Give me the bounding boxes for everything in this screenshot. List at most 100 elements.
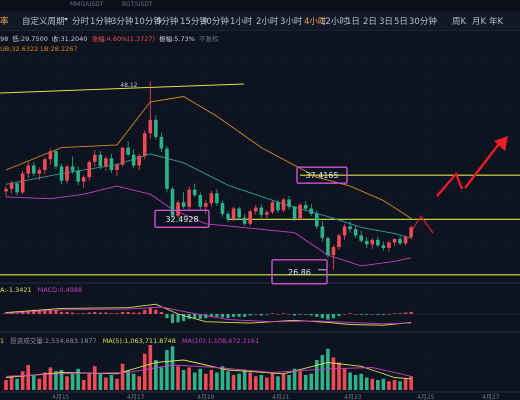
volume-bar [226, 371, 230, 390]
candle-body [220, 203, 225, 214]
candle-body [298, 204, 302, 219]
candle-body [276, 202, 280, 211]
period-9[interactable]: 3小时 [280, 17, 303, 27]
volume-bar [309, 373, 314, 390]
macd-histogram-bar [59, 311, 64, 314]
volume-bar [181, 370, 186, 390]
macd-histogram-bar [104, 312, 108, 314]
candle-body [109, 158, 114, 170]
macd-histogram-bar [326, 314, 330, 320]
price-annotation-label: 26.86 [288, 268, 311, 277]
volume-bar [370, 378, 375, 390]
macd-histogram-bar [365, 314, 369, 315]
candle-body [231, 208, 236, 220]
macd-histogram-bar [48, 309, 52, 314]
period-4[interactable]: 5分钟 [156, 17, 179, 27]
period-0[interactable]: 分时 [72, 17, 90, 27]
x-tick-label: 4月15 [52, 394, 70, 400]
macd-histogram-bar [254, 314, 258, 315]
candle-body [4, 188, 8, 192]
candle-body [70, 166, 75, 171]
volume-bar [292, 368, 297, 390]
volume-bar [43, 372, 47, 390]
macd-histogram-bar [215, 314, 219, 317]
info-item-1: 低:29.7500 [12, 35, 48, 43]
volume-bar [65, 376, 69, 390]
volume-bar [248, 372, 252, 390]
period-12[interactable]: 12小时 [320, 17, 348, 27]
period-19[interactable]: 月K [472, 17, 487, 27]
volume-bar [137, 376, 141, 390]
red-arrow-head [494, 136, 508, 151]
volume-bar [115, 378, 119, 390]
period-1[interactable]: 1分钟 [90, 17, 113, 27]
macd-histogram-bar [293, 314, 297, 316]
macd-histogram-bar [159, 311, 163, 314]
period-2[interactable]: 3分钟 [111, 17, 134, 27]
period-7[interactable]: 1小时 [230, 17, 253, 27]
macd-histogram-bar [165, 314, 169, 319]
macd-histogram-bar [315, 314, 319, 317]
volume-bar [81, 380, 86, 390]
candle-body [370, 239, 375, 245]
candle-body [315, 213, 319, 227]
top-price-tick: 48.12 [120, 82, 137, 89]
candle-body [104, 158, 108, 167]
candle-body [209, 193, 214, 204]
period-17[interactable]: 30分钟 [409, 17, 437, 27]
volume-bar [303, 375, 308, 390]
candle-body [270, 202, 275, 213]
macd-histogram-bar [281, 313, 286, 314]
macd-histogram-bar [337, 314, 341, 317]
volume-bar [387, 381, 391, 390]
candle-body [98, 154, 103, 167]
info-item-0: 98 [0, 35, 9, 43]
period-13[interactable]: 1日 [346, 17, 360, 27]
volume-bar [120, 363, 125, 390]
price-annotation-label: 32.4928 [165, 215, 198, 224]
volume-bar [348, 372, 352, 390]
candle-body [303, 204, 308, 209]
period-3[interactable]: 10分钟 [134, 17, 162, 27]
volume-bar [142, 353, 147, 390]
period-5[interactable]: 15分钟 [180, 17, 208, 27]
candle-body [226, 213, 230, 220]
macd-histogram-bar [387, 314, 391, 315]
macd-histogram-bar [309, 314, 313, 316]
x-tick-label: 4月25 [417, 394, 435, 400]
period-14[interactable]: 2日 [363, 17, 377, 27]
volume-ma5-label: MA(5):1,063,711.8748 [102, 337, 176, 345]
volume-bar [265, 377, 269, 390]
macd-histogram-bar [143, 309, 147, 314]
candle-body [76, 170, 80, 182]
candle-body [342, 226, 347, 236]
period-15[interactable]: 3日 [379, 17, 393, 27]
macd-histogram-bar [209, 314, 213, 317]
candle-body [326, 238, 330, 256]
period-6[interactable]: 30分钟 [201, 17, 229, 27]
candle-body [376, 239, 380, 246]
candle-body [292, 206, 297, 219]
period-18[interactable]: 周K [452, 17, 467, 27]
macd-histogram-bar [376, 314, 380, 315]
period-16[interactable]: 5日 [394, 17, 408, 27]
candle-body [87, 161, 92, 178]
chevron-down-icon[interactable] [64, 18, 68, 21]
price-annotation-box [154, 209, 210, 229]
macd-histogram-bar [43, 309, 47, 314]
info-item-4: 振幅:5.73% [159, 35, 195, 43]
period-10[interactable]: 4小时 [304, 17, 327, 27]
period-8[interactable]: 2小时 [256, 17, 279, 27]
red-arrow-small [412, 214, 434, 234]
period-20[interactable]: 年K [489, 17, 504, 27]
volume-bar [165, 350, 169, 390]
volume-label: 投资成交量:2,534,683.1877 [10, 337, 97, 345]
macd-histogram-bar [148, 307, 152, 314]
red-arrow-line [464, 139, 503, 189]
macd-dif-label: A:-1.3421 [0, 286, 32, 294]
volume-bar [242, 370, 247, 390]
info-item-2: 收:31.2040 [51, 35, 88, 43]
custom-period-dropdown[interactable]: 自定义周期 [22, 17, 65, 27]
volume-bar [342, 368, 347, 390]
